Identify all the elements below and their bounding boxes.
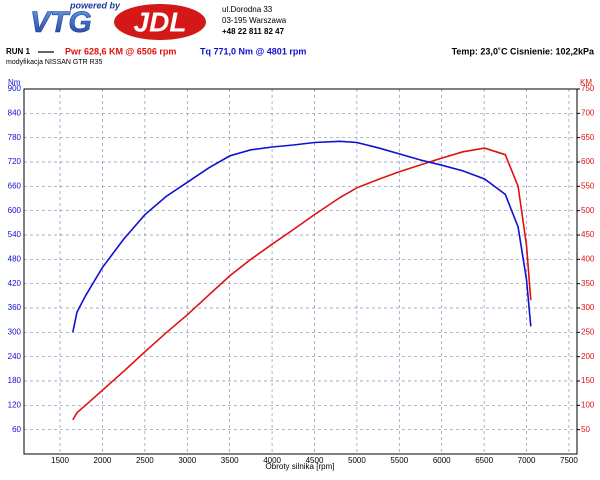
y-tick-label: 660: [8, 181, 22, 190]
y-tick-label: 780: [8, 133, 22, 142]
logo-oval: [114, 4, 206, 40]
y2-tick-label: 50: [581, 425, 590, 434]
y2-tick-label: 750: [581, 84, 595, 93]
series-line: [72, 140, 532, 333]
address-line: 03-195 Warszawa: [222, 16, 287, 25]
x-tick-label: 5500: [390, 456, 408, 465]
y2-tick-label: 600: [581, 157, 595, 166]
y-tick-label: 300: [8, 327, 22, 336]
x-tick-label: 4500: [306, 456, 324, 465]
y2-tick-label: 250: [581, 327, 595, 336]
x-tick-label: 2500: [136, 456, 154, 465]
y2-axis-label: KM: [580, 78, 592, 87]
y-tick-label: 60: [12, 425, 21, 434]
logo-tagline: powered by: [69, 0, 121, 10]
x-axis-label: Obroty silnika [rpm]: [266, 462, 335, 471]
subtitle: modyfikacja NISSAN GTR R35: [6, 59, 103, 66]
y2-tick-label: 100: [581, 400, 595, 409]
address-line: +48 22 811 82 47: [222, 27, 285, 36]
series-line: [72, 147, 532, 421]
y2-tick-label: 700: [581, 108, 595, 117]
x-tick-label: 3500: [221, 456, 239, 465]
x-tick-label: 7500: [560, 456, 578, 465]
x-tick-label: 6500: [475, 456, 493, 465]
y-tick-label: 420: [8, 279, 22, 288]
y-tick-label: 240: [8, 352, 22, 361]
y2-tick-label: 300: [581, 303, 595, 312]
legend-entry: Pwr 628,6 KM @ 6506 rpm: [65, 46, 176, 56]
logo-brand-left: VTG: [30, 6, 92, 39]
y-tick-label: 840: [8, 108, 22, 117]
y-tick-label: 600: [8, 206, 22, 215]
y2-tick-label: 200: [581, 352, 595, 361]
address-line: ul.Dorodna 33: [222, 5, 273, 14]
y2-tick-label: 650: [581, 133, 595, 142]
y-tick-label: 120: [8, 400, 22, 409]
plot-border: [23, 88, 578, 455]
y-axis-label: Nm: [8, 78, 21, 87]
y2-tick-label: 150: [581, 376, 595, 385]
y-tick-label: 180: [8, 376, 22, 385]
y2-tick-label: 450: [581, 230, 595, 239]
logo-brand-right: JDL: [134, 6, 187, 37]
y2-tick-label: 400: [581, 254, 595, 263]
x-tick-label: 7000: [518, 456, 536, 465]
y-tick-label: 540: [8, 230, 22, 239]
y2-tick-label: 550: [581, 181, 595, 190]
x-tick-label: 5000: [348, 456, 366, 465]
legend-entry: Tq 771,0 Nm @ 4801 rpm: [200, 46, 306, 56]
plot-area: [24, 89, 577, 454]
x-tick-label: 3000: [178, 456, 196, 465]
y-tick-label: 360: [8, 303, 22, 312]
y2-tick-label: 500: [581, 206, 595, 215]
x-tick-label: 6000: [433, 456, 451, 465]
y-tick-label: 720: [8, 157, 22, 166]
y2-tick-label: 350: [581, 279, 595, 288]
y-tick-label: 480: [8, 254, 22, 263]
conditions: Temp: 23,0˚C Cisnienie: 102,2kPa: [452, 46, 595, 56]
x-tick-label: 2000: [94, 456, 112, 465]
y-tick-label: 900: [8, 84, 22, 93]
x-tick-label: 4000: [263, 456, 281, 465]
run-label: RUN 1: [6, 47, 31, 56]
x-tick-label: 1500: [51, 456, 69, 465]
